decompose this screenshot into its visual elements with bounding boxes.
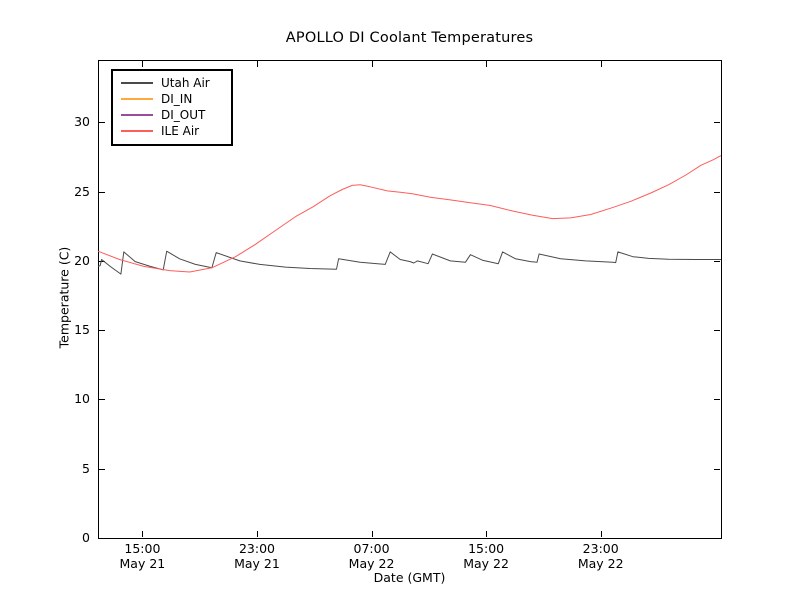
x-tick-label: 07:00 May 22 bbox=[322, 541, 422, 571]
x-tick-label: 15:00 May 22 bbox=[436, 541, 536, 571]
x-tick-time: 23:00 bbox=[582, 541, 619, 556]
legend-row-di-in: DI_IN bbox=[113, 91, 231, 107]
x-tick-label: 23:00 May 21 bbox=[207, 541, 307, 571]
y-tick-label: 5 bbox=[82, 460, 90, 476]
y-tick-label: 10 bbox=[74, 391, 90, 407]
legend-line-sample bbox=[121, 98, 153, 100]
chart-title: APOLLO DI Coolant Temperatures bbox=[285, 30, 534, 46]
legend-line-sample bbox=[121, 82, 153, 84]
x-tick-date: May 21 bbox=[119, 556, 166, 571]
legend-line-sample bbox=[121, 114, 153, 116]
legend-item-label: ILE Air bbox=[161, 124, 200, 138]
legend-row-di-out: DI_OUT bbox=[113, 107, 231, 123]
x-tick-date: May 22 bbox=[348, 556, 395, 571]
x-tick-date: May 22 bbox=[463, 556, 509, 571]
x-tick-date: May 21 bbox=[234, 556, 280, 571]
legend-item-label: DI_IN bbox=[161, 92, 193, 106]
x-tick-time: 15:00 bbox=[124, 541, 161, 556]
x-tick-label: 15:00 May 21 bbox=[92, 541, 192, 571]
y-tick-label: 25 bbox=[74, 183, 90, 199]
y-tick-label: 30 bbox=[74, 114, 90, 130]
x-tick-time: 15:00 bbox=[468, 541, 505, 556]
x-tick-label: 23:00 May 22 bbox=[551, 541, 651, 571]
legend-row-ile-air: ILE Air bbox=[113, 123, 231, 139]
legend: Utah Air DI_IN DI_OUT ILE Air bbox=[111, 69, 233, 146]
y-tick-label: 20 bbox=[74, 252, 90, 268]
x-axis-label: Date (GMT) bbox=[373, 570, 446, 585]
legend-rows: Utah Air DI_IN DI_OUT ILE Air bbox=[113, 75, 231, 139]
series-line-utah-air bbox=[97, 250, 721, 275]
y-tick-label: 15 bbox=[74, 322, 90, 338]
x-tick-time: 07:00 bbox=[353, 541, 390, 556]
plot-frame bbox=[98, 60, 722, 539]
legend-item-label: DI_OUT bbox=[161, 108, 206, 122]
y-tick-label: 0 bbox=[82, 530, 90, 545]
legend-item-label: Utah Air bbox=[161, 76, 210, 90]
legend-row-utah-air: Utah Air bbox=[113, 75, 231, 91]
x-tick-date: May 22 bbox=[577, 556, 624, 571]
x-tick-time: 23:00 bbox=[238, 541, 275, 556]
series-line-ile-air bbox=[97, 155, 722, 273]
legend-line-sample bbox=[121, 130, 153, 132]
